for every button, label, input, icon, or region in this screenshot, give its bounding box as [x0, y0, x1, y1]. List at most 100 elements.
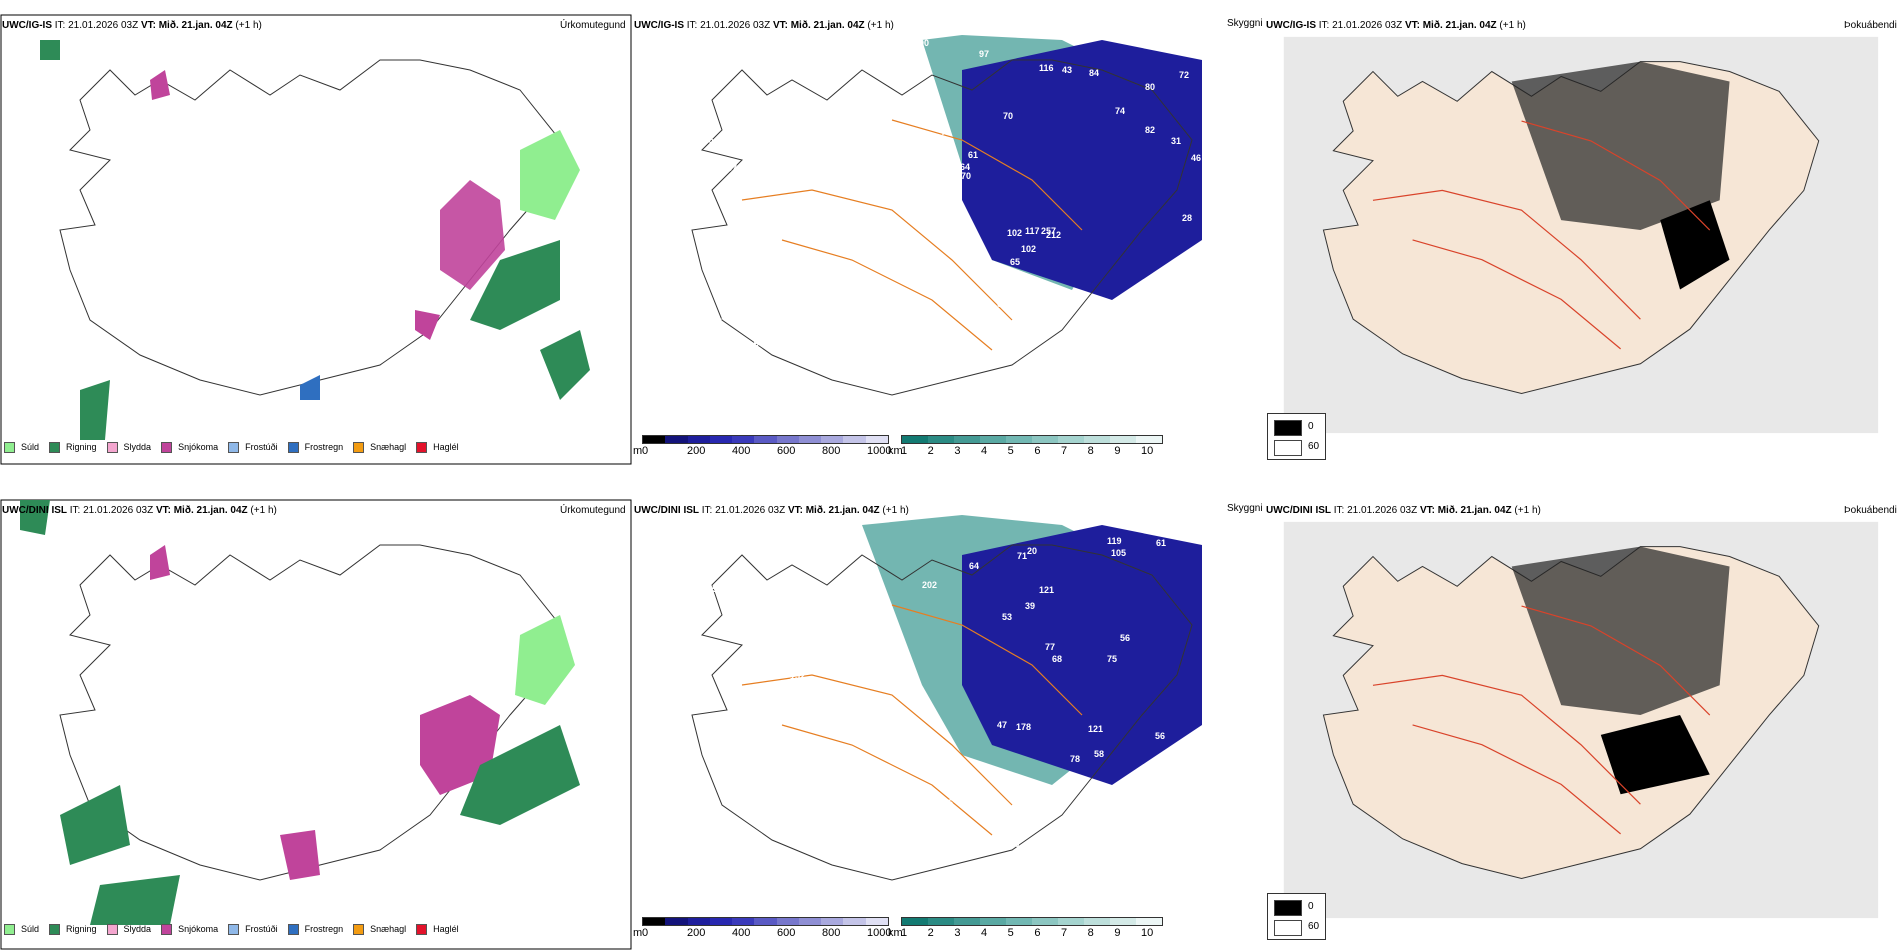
scale-cell: [732, 918, 755, 925]
cloud-base-label: 55: [946, 773, 956, 783]
scale-tick-label: 3: [954, 927, 961, 939]
legend-label: Snjókoma: [178, 924, 219, 934]
cloud-base-label: 119: [1107, 536, 1122, 546]
cloud-base-label: 368: [850, 541, 865, 551]
fog-panel-top: UWC/IG-IS IT: 21.01.2026 03Z VT: Mið. 21…: [1264, 0, 1897, 465]
fog-map-bottom: [1283, 521, 1879, 919]
legend-swatch: [106, 441, 118, 453]
cloud-base-label: 61: [968, 150, 978, 160]
cloud-title-bottom: UWC/DINI ISL IT: 21.01.2026 03Z VT: Mið.…: [634, 505, 909, 516]
cloud-base-label: 56: [1155, 731, 1165, 741]
cloud-base-label: 110: [1005, 839, 1020, 849]
cloud-title-top: UWC/IG-IS IT: 21.01.2026 03Z VT: Mið. 21…: [634, 20, 894, 31]
fog-map-top: [1283, 36, 1879, 434]
precip-legend-top: Súld Rigning Slydda Snjókoma Frostúði Frostre…: [4, 440, 469, 454]
scale-cell: [665, 918, 688, 925]
cloud-base-label: 105: [1111, 548, 1126, 558]
scale-tick-label: 200: [687, 445, 706, 457]
cloud-base-label: 74: [1115, 106, 1125, 116]
cloud-base-label: 73: [775, 147, 785, 157]
road-network: [741, 119, 1083, 351]
fog-swatch-light: [1274, 440, 1302, 456]
cloud-base-label: 98: [855, 673, 865, 683]
legend-swatch: [353, 441, 365, 453]
scale-tick-label: 1: [901, 445, 908, 457]
scale-cell: [798, 918, 822, 925]
scale-cell: [902, 436, 928, 443]
scale-cell: [709, 436, 733, 443]
cloud-base-label: 44: [1171, 746, 1181, 756]
scale-cell: [1006, 436, 1032, 443]
cloud-base-label: 59: [712, 584, 722, 594]
cloud-base-label: 87: [727, 163, 737, 173]
scale-tick-label: 4: [981, 445, 988, 457]
cloud-base-label: 76: [941, 127, 951, 137]
precip-title-bottom: UWC/DINI ISL IT: 21.01.2026 03Z VT: Mið.…: [2, 505, 277, 516]
cloud-base-label: 115: [699, 135, 714, 145]
cloud-base-label: 64: [969, 561, 979, 571]
cloud-base-label: 78: [1070, 754, 1080, 764]
cloud-base-label: 33: [708, 348, 718, 358]
cloud-base-label: 108: [902, 97, 917, 107]
scale-cell: [980, 918, 1006, 925]
scale-tick-label: 400: [732, 927, 751, 939]
cloud-base-label: 40: [996, 817, 1006, 827]
legend-item: Snjókoma: [161, 440, 218, 454]
cloud-base-label: 69: [997, 299, 1007, 309]
cloud-base-label: 102: [1007, 228, 1022, 238]
legend-item: Frostúði: [228, 922, 278, 936]
cloud-base-label: 178: [1016, 722, 1031, 732]
cloud-base-label: 57: [886, 289, 896, 299]
scale-tick-label: 8: [1087, 927, 1094, 939]
cloud-base-label: 48: [936, 287, 946, 297]
legend-swatch: [4, 923, 15, 935]
scale-cell: [776, 436, 799, 443]
legend-label: Snjókoma: [178, 442, 219, 452]
cloud-base-label: 32: [751, 353, 761, 363]
cloud-base-label: 80: [1145, 82, 1155, 92]
cloud-base-label: 47: [997, 720, 1007, 730]
cloud-map-bottom: 56 65 55 56 51 963 368 121 110 75 178 105 55 77 109 104…: [691, 515, 1202, 881]
legend-swatch: [416, 441, 428, 453]
fog-panel-bottom: UWC/DINI ISL IT: 21.01.2026 03Z VT: Mið.…: [1264, 485, 1897, 950]
cloud-base-label: 102: [1021, 244, 1036, 254]
scale-tick-label: 0: [642, 927, 649, 939]
cloud-base-label: 145: [890, 95, 905, 105]
cloud-base-label: 58: [1094, 749, 1104, 759]
scale-cell: [954, 918, 980, 925]
cloud-base-label: 67: [807, 177, 817, 187]
fog-swatch-light: [1274, 920, 1302, 936]
legend-swatch: [161, 441, 173, 453]
cloud-base-label: 106: [752, 336, 767, 346]
cloud-base-label: 109: [823, 823, 838, 833]
legend-item: Rigning: [49, 440, 97, 454]
cloud-base-label: 52: [749, 341, 759, 351]
legend-item: Rigning: [49, 922, 97, 936]
scale-cell: [1084, 436, 1110, 443]
scale-tick-label: 6: [1034, 445, 1041, 457]
scale-cell: [1058, 918, 1084, 925]
precip-product-label-top: Úrkomutegund: [560, 20, 626, 31]
cloud-base-label: 85: [892, 50, 902, 60]
fog-legend-bottom: 0 60: [1267, 893, 1326, 940]
precip-product-label-bottom: Úrkomutegund: [560, 505, 626, 516]
cloud-base-label: 66: [706, 303, 716, 313]
legend-label: Snæhagl: [370, 924, 407, 934]
legend-swatch: [106, 923, 118, 935]
cloud-base-label: 121: [1088, 724, 1103, 734]
precip-areas-bottom: [20, 500, 580, 925]
scale-cell: [1006, 918, 1032, 925]
scale-tick-label: 600: [777, 445, 796, 457]
scale-cell: [902, 918, 928, 925]
scale-cell: [821, 436, 844, 443]
cloud-panel-top: 60 87 80 75 70 106 145 76 27 159 167 111 108 61 212 212…: [632, 0, 1263, 465]
cloud-base-label: 74: [836, 319, 846, 329]
cloud-base-label: 97: [979, 49, 989, 59]
scale-tick-label: 3: [954, 445, 961, 457]
fog-title-bottom: UWC/DINI ISL IT: 21.01.2026 03Z VT: Mið.…: [1266, 505, 1541, 516]
scale-tick-label: 7: [1061, 927, 1068, 939]
cloud-base-label: 43: [1062, 65, 1072, 75]
scale-tick-label: 2: [927, 445, 934, 457]
scale-cell: [687, 436, 710, 443]
fog-swatch-dark: [1274, 900, 1302, 916]
